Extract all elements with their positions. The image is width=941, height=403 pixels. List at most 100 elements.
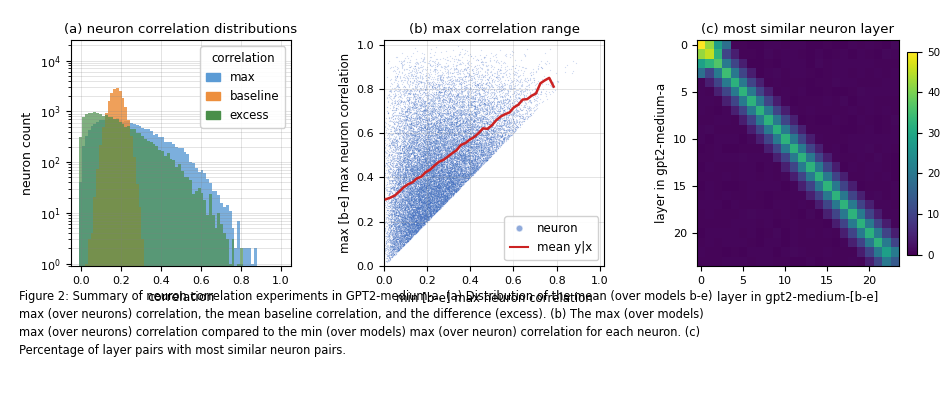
Point	[423, 152, 438, 158]
Point	[392, 194, 407, 200]
Point	[420, 205, 435, 211]
Point	[436, 140, 451, 147]
Point	[391, 246, 407, 252]
Point	[404, 163, 419, 170]
Point	[417, 221, 432, 228]
Point	[495, 73, 510, 80]
Point	[469, 125, 484, 132]
Point	[459, 151, 474, 158]
Point	[404, 128, 419, 134]
Point	[482, 136, 497, 142]
Point	[391, 229, 407, 235]
Point	[455, 143, 470, 149]
Point	[431, 192, 446, 199]
Point	[403, 115, 418, 121]
Bar	[79, 137, 82, 403]
Point	[413, 103, 428, 109]
Point	[489, 123, 504, 130]
Point	[473, 142, 488, 149]
Point	[410, 158, 425, 165]
Point	[440, 174, 455, 180]
Point	[423, 139, 438, 145]
Point	[444, 179, 459, 185]
Point	[400, 112, 415, 118]
Point	[410, 139, 425, 145]
Point	[404, 218, 419, 225]
Point	[394, 177, 409, 183]
Point	[381, 109, 396, 116]
Point	[415, 218, 430, 224]
Point	[453, 125, 468, 131]
Point	[391, 182, 407, 189]
Point	[416, 180, 431, 187]
Point	[411, 205, 426, 211]
Point	[435, 187, 450, 193]
Point	[418, 209, 433, 215]
Point	[392, 174, 407, 180]
Point	[479, 149, 494, 155]
Point	[432, 120, 447, 127]
Point	[406, 183, 421, 189]
Point	[439, 125, 455, 131]
Point	[469, 82, 484, 88]
Point	[391, 165, 406, 171]
Point	[398, 167, 413, 173]
Point	[462, 171, 477, 178]
Point	[431, 198, 446, 204]
Point	[456, 101, 471, 108]
Point	[428, 195, 443, 202]
Point	[387, 182, 402, 188]
Point	[470, 118, 486, 125]
Point	[476, 143, 491, 150]
Point	[458, 137, 473, 143]
Point	[419, 202, 434, 208]
Point	[392, 223, 407, 229]
Point	[393, 233, 408, 239]
Point	[403, 108, 418, 115]
Point	[452, 177, 467, 183]
Point	[400, 196, 415, 202]
Point	[463, 94, 478, 100]
Point	[406, 187, 421, 194]
Point	[438, 183, 453, 189]
Point	[399, 138, 414, 145]
Point	[398, 209, 413, 216]
Point	[450, 183, 465, 190]
Point	[450, 164, 465, 171]
Point	[391, 117, 407, 123]
Point	[455, 154, 470, 161]
Point	[421, 184, 436, 190]
Point	[392, 212, 407, 218]
Point	[404, 234, 419, 240]
Point	[484, 126, 499, 133]
Point	[406, 206, 421, 212]
Point	[469, 133, 484, 139]
Point	[448, 184, 463, 191]
Point	[471, 160, 486, 167]
Point	[452, 178, 467, 185]
Point	[432, 173, 447, 179]
Point	[406, 208, 421, 215]
Point	[489, 123, 504, 129]
Point	[433, 187, 448, 193]
Point	[420, 216, 435, 223]
Point	[455, 88, 470, 94]
Point	[407, 87, 422, 93]
Point	[406, 223, 421, 230]
Point	[447, 183, 462, 189]
Point	[428, 191, 443, 198]
Point	[470, 82, 486, 88]
Point	[509, 124, 524, 131]
Point	[428, 207, 443, 214]
Point	[430, 178, 445, 184]
Point	[475, 158, 490, 165]
Point	[385, 237, 400, 244]
Point	[397, 201, 412, 207]
Point	[473, 126, 488, 133]
Point	[437, 201, 452, 207]
Point	[439, 151, 455, 157]
Point	[435, 159, 450, 165]
Point	[481, 86, 496, 92]
Point	[393, 212, 408, 219]
Point	[421, 212, 436, 219]
